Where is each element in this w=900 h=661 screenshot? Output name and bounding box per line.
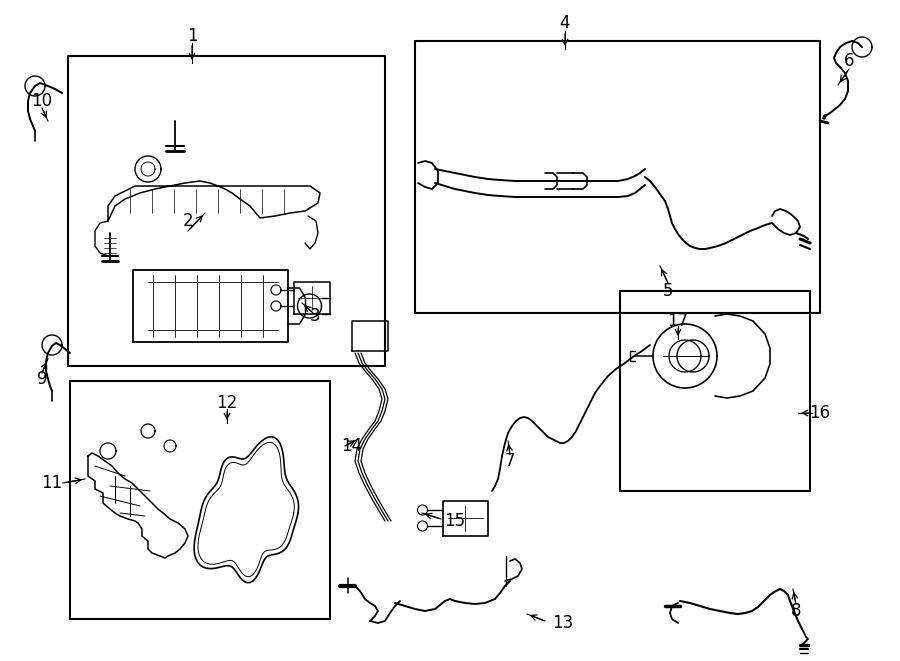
Text: 8: 8 [791, 602, 801, 620]
Text: 10: 10 [32, 92, 52, 110]
Text: 2: 2 [183, 212, 194, 230]
Text: 17: 17 [668, 312, 688, 330]
Text: 13: 13 [553, 614, 573, 632]
Text: 1: 1 [186, 27, 197, 45]
Text: 4: 4 [560, 14, 571, 32]
Text: 3: 3 [310, 307, 320, 325]
Text: 15: 15 [445, 512, 465, 530]
Text: 5: 5 [662, 282, 673, 300]
Text: 16: 16 [809, 404, 831, 422]
Text: 14: 14 [341, 437, 363, 455]
Text: 11: 11 [41, 474, 63, 492]
Text: 12: 12 [216, 394, 238, 412]
Text: 9: 9 [37, 370, 47, 388]
Text: 7: 7 [505, 452, 515, 470]
Text: 6: 6 [844, 52, 854, 70]
